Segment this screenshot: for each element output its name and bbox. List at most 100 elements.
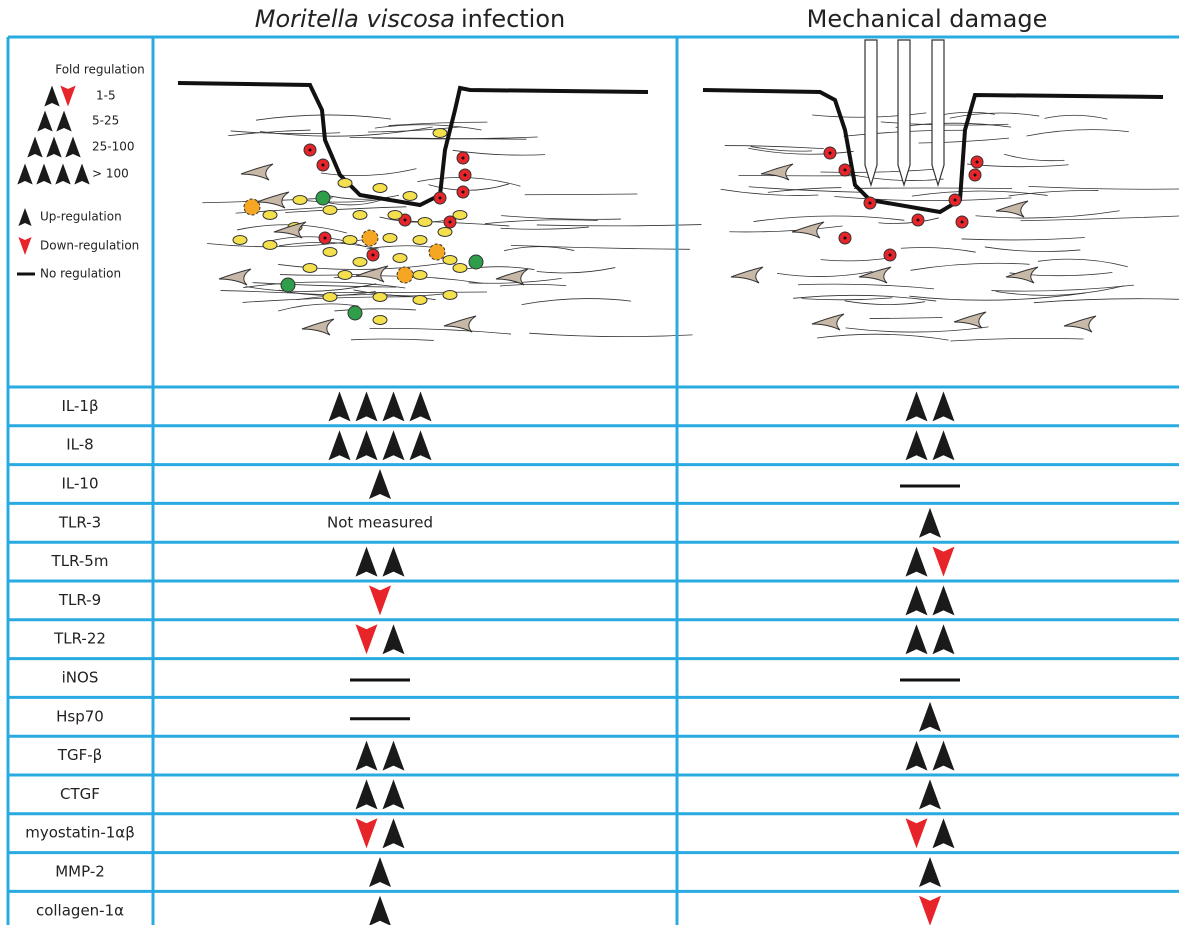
fibroblast (302, 319, 334, 335)
legend-title: Fold regulation (55, 63, 145, 77)
fiber (285, 207, 406, 213)
fiber (501, 227, 589, 229)
bacterium (383, 234, 397, 243)
gene-name: TLR-3 (58, 513, 101, 531)
fiber (485, 220, 598, 224)
up-arrow (55, 164, 70, 185)
up-arrow (383, 547, 405, 577)
bacterium (403, 192, 417, 201)
nucleus (869, 202, 872, 205)
fiber (729, 226, 842, 232)
fiber (333, 292, 487, 293)
up-arrow (933, 741, 955, 771)
fiber (537, 268, 615, 273)
up-arrow (383, 818, 405, 848)
fiber (976, 211, 1120, 218)
nucleus (462, 191, 465, 194)
fiber (985, 247, 1080, 252)
up-arrow (356, 741, 378, 771)
fibroblast (356, 266, 388, 282)
down-arrow (369, 585, 391, 615)
nucleus (449, 221, 452, 224)
fibroblast (761, 164, 793, 180)
fiber (962, 238, 1085, 240)
bacterium (293, 196, 307, 205)
up-arrow (383, 391, 405, 421)
fiber (793, 295, 936, 301)
fiber (798, 284, 934, 289)
fiber (911, 263, 1030, 270)
cell-note: Not measured (327, 513, 433, 531)
up-arrow (933, 430, 955, 460)
fibroblast (859, 267, 891, 283)
up-arrow (329, 391, 351, 421)
fiber (901, 248, 976, 253)
nucleus (439, 197, 442, 200)
bacterium (433, 129, 447, 138)
up-arrow (65, 137, 80, 158)
header-text: infection (461, 5, 565, 33)
nucleus (976, 161, 979, 164)
down-arrow (18, 237, 31, 255)
up-arrow (329, 430, 351, 460)
fiber (846, 174, 943, 181)
up-arrow (356, 779, 378, 809)
fiber (909, 293, 1085, 300)
fiber (253, 283, 397, 287)
gene-name: MMP-2 (55, 863, 105, 881)
bacterium (413, 236, 427, 245)
fiber (802, 298, 893, 300)
fiber (501, 216, 621, 220)
legend-level: > 100 (92, 167, 129, 181)
macrophage (397, 267, 413, 283)
up-arrow (369, 857, 391, 887)
fiber (1009, 190, 1099, 195)
up-arrow (383, 624, 405, 654)
bacterium (263, 211, 277, 220)
up-arrow (46, 137, 61, 158)
fiber (522, 299, 631, 305)
green-cell (348, 306, 362, 320)
fiber (870, 317, 943, 318)
macrophage (362, 230, 378, 246)
bacterium (323, 206, 337, 215)
down-arrow (906, 818, 928, 848)
fiber (1027, 130, 1129, 136)
gene-name: TLR-5m (51, 552, 109, 570)
fibroblast (219, 269, 251, 285)
gene-name: myostatin-1αβ (25, 824, 135, 842)
fiber (749, 187, 861, 193)
fiber (846, 327, 989, 332)
table-grid (8, 37, 1179, 925)
up-arrow (906, 547, 928, 577)
fiber (529, 333, 692, 336)
fiber (754, 216, 905, 222)
legend-up: Up-regulation (40, 210, 122, 224)
gene-name: IL-10 (61, 475, 98, 493)
nucleus (961, 221, 964, 224)
fiber (821, 258, 889, 261)
green-cell (469, 255, 483, 269)
up-arrow (383, 741, 405, 771)
bacterium (373, 293, 387, 302)
fiber (370, 328, 511, 334)
up-arrow (356, 391, 378, 421)
up-arrow (410, 391, 432, 421)
nucleus (889, 254, 892, 257)
fiber (834, 197, 1011, 201)
gene-name: IL-1β (61, 397, 98, 415)
nucleus (309, 149, 312, 152)
nucleus (464, 174, 467, 177)
up-arrow (17, 164, 32, 185)
down-arrow (356, 624, 378, 654)
needle (898, 40, 910, 185)
bacterium (438, 228, 452, 237)
up-arrow (36, 164, 51, 185)
fiber (1029, 186, 1179, 189)
bacterium (323, 248, 337, 257)
down-arrow (356, 818, 378, 848)
nucleus (322, 164, 325, 167)
up-arrow (919, 702, 941, 732)
up-arrow (27, 137, 42, 158)
